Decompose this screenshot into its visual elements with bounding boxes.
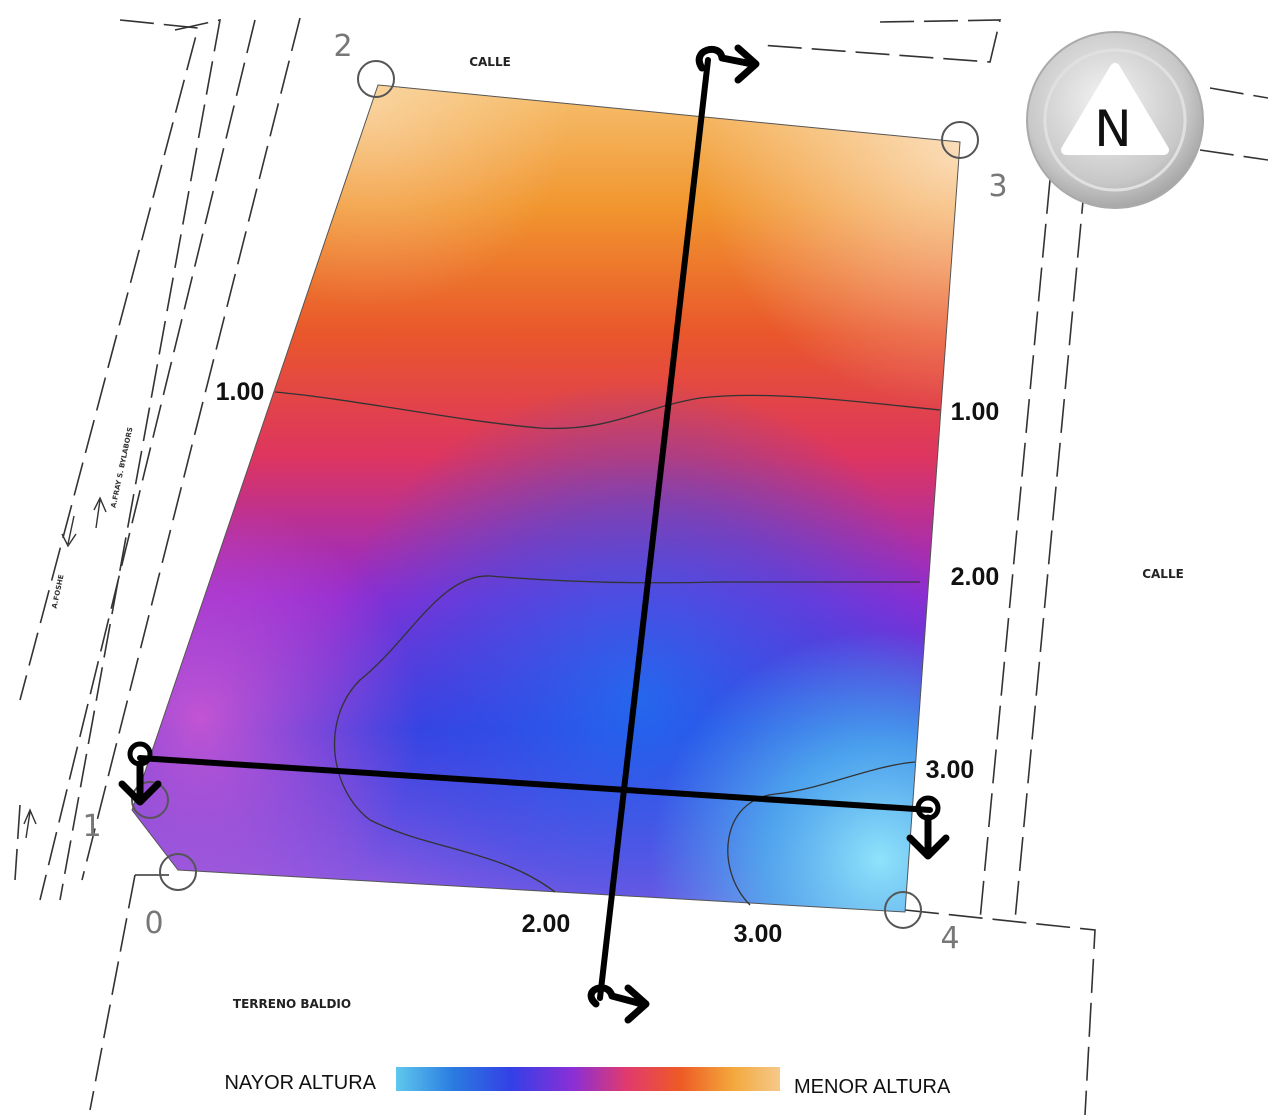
vertex-label-1: 1 xyxy=(82,809,101,844)
compass-triangle-icon xyxy=(1061,63,1169,155)
contour-label-left-1: 1.00 xyxy=(216,378,265,406)
vertex-circle-3 xyxy=(941,121,979,159)
street-label-left-a: A.FRAY S. BYLABORS xyxy=(110,426,135,508)
compass-letter: N xyxy=(1094,100,1131,158)
section-line-transversal xyxy=(137,755,933,813)
vertex-circle-2 xyxy=(357,60,395,98)
section-arrow-bottom xyxy=(587,984,650,1024)
contour-label-right-1: 1.00 xyxy=(951,398,1000,426)
legend-label-right: MENOR ALTURA xyxy=(794,1076,951,1098)
arrow-up-icon xyxy=(93,496,107,529)
vertex-label-0: 0 xyxy=(144,906,163,941)
vertex-circle-4 xyxy=(884,891,922,929)
contour-1 xyxy=(274,391,941,430)
vertex-label-2: 2 xyxy=(333,29,352,64)
street-label-bottom: TERRENO BALDIO xyxy=(233,997,351,1011)
height-legend: NAYOR ALTURA MENOR ALTURA xyxy=(224,1067,951,1098)
section-arrow-top xyxy=(695,44,760,84)
section-lines xyxy=(118,44,950,1024)
vertex-markers xyxy=(131,60,979,929)
contour-2 xyxy=(333,575,920,893)
section-line-longitudinal xyxy=(597,57,711,1001)
contour-label-right-2: 2.00 xyxy=(951,563,1000,591)
street-label-top: CALLE xyxy=(469,55,511,69)
vertex-circle-0 xyxy=(159,853,197,891)
street-label-right: CALLE xyxy=(1142,567,1184,581)
contour-label-bottom-2: 2.00 xyxy=(522,910,571,938)
contour-label-right-3: 3.00 xyxy=(926,756,975,784)
arrow-up-icon xyxy=(23,808,37,839)
legend-label-left: NAYOR ALTURA xyxy=(224,1072,376,1094)
north-compass: N xyxy=(1026,31,1204,209)
contour-lines xyxy=(274,391,941,906)
traffic-arrows xyxy=(23,496,107,839)
contour-3 xyxy=(727,761,916,906)
vertex-circle-1 xyxy=(131,781,169,819)
section-arrow-left xyxy=(118,741,162,806)
vertex-label-3: 3 xyxy=(988,169,1007,204)
arrow-down-icon xyxy=(61,515,77,548)
street-boundary-lines xyxy=(14,17,1268,1116)
contour-label-bottom-3: 3.00 xyxy=(734,920,783,948)
vertex-label-4: 4 xyxy=(940,921,959,956)
legend-gradient-bar xyxy=(396,1067,780,1091)
section-arrow-right xyxy=(906,795,950,860)
